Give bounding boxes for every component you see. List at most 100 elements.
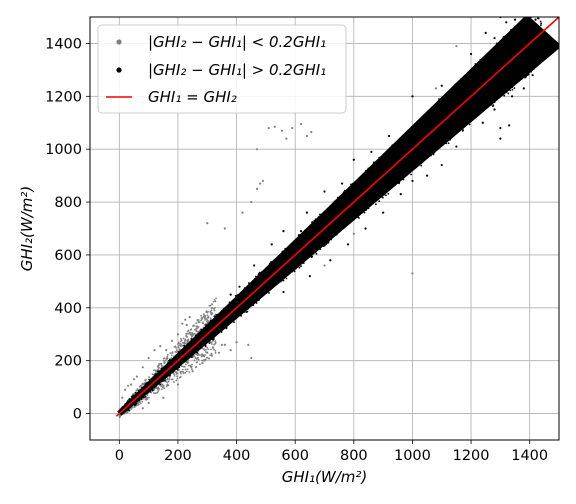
data-point-outside (300, 240, 303, 243)
data-point-outside (375, 198, 377, 200)
data-point-outside (211, 338, 214, 341)
data-point-outside (237, 299, 240, 301)
data-point-outside (440, 110, 443, 113)
data-point-outside (367, 207, 370, 210)
data-point-within (124, 388, 127, 391)
data-point-outside (254, 293, 256, 296)
data-point-outside (494, 52, 497, 55)
data-point-within (212, 346, 215, 349)
data-point-outside (467, 73, 470, 76)
data-point-outside (169, 360, 172, 362)
data-point-outside (501, 82, 504, 85)
data-point-outside (340, 182, 344, 185)
data-point-outside (447, 139, 450, 142)
data-point-outside (304, 257, 307, 259)
data-point-outside (150, 379, 153, 382)
data-point-outside (124, 409, 127, 411)
data-point-outside (443, 107, 446, 110)
data-point-outside (206, 341, 208, 344)
data-point-outside (396, 149, 398, 152)
data-point-outside (263, 271, 266, 274)
data-point-outside (530, 61, 533, 64)
data-point-within (352, 232, 355, 235)
data-point-within (177, 342, 180, 345)
data-point-outside (411, 140, 413, 143)
data-point-outside (323, 213, 326, 216)
data-point-outside (482, 71, 485, 74)
data-point-outside (271, 260, 274, 263)
data-point-outside (482, 69, 485, 71)
data-point-outside (336, 201, 339, 204)
data-point-outside (249, 288, 252, 291)
data-point-within (184, 342, 187, 345)
data-point-outside (378, 156, 381, 159)
data-point-outside (493, 63, 496, 66)
data-point-outside (386, 162, 389, 165)
data-point-within (121, 396, 124, 399)
data-point-outside (209, 324, 211, 327)
data-point-outside (329, 232, 331, 235)
data-point-outside (385, 150, 388, 153)
data-point-outside (394, 179, 397, 182)
data-point-outside (295, 267, 298, 269)
data-point-outside (503, 48, 506, 51)
data-point-within (153, 349, 156, 352)
data-point-within (179, 376, 182, 378)
data-point-outside (316, 226, 319, 229)
data-point-outside (215, 321, 218, 324)
data-point-outside (252, 302, 255, 305)
data-point-outside (210, 321, 213, 324)
data-point-outside (168, 359, 170, 362)
data-point-outside (528, 69, 530, 72)
data-point-within (178, 369, 180, 371)
data-point-outside (290, 248, 293, 251)
data-point-outside (308, 274, 311, 278)
data-point-outside (257, 276, 259, 278)
data-point-outside (257, 296, 260, 298)
data-point-outside (462, 123, 465, 126)
data-point-within (206, 351, 209, 354)
data-point-outside (464, 78, 467, 81)
data-point-outside (472, 78, 475, 81)
data-point-outside (159, 383, 162, 386)
data-point-outside (333, 200, 336, 203)
data-point-outside (316, 237, 319, 240)
data-point-outside (502, 80, 504, 82)
data-point-outside (375, 187, 378, 189)
data-point-within (174, 371, 177, 373)
data-point-outside (509, 89, 512, 92)
data-point-within (173, 374, 176, 377)
data-point-within (204, 314, 207, 317)
data-point-outside (345, 203, 348, 206)
data-point-within (206, 314, 209, 317)
data-point-outside (489, 56, 492, 59)
data-point-outside (305, 211, 309, 214)
data-point-within (186, 368, 189, 371)
data-point-outside (290, 260, 293, 263)
data-point-outside (220, 325, 223, 328)
data-point-outside (147, 382, 150, 385)
data-point-outside (300, 236, 303, 238)
data-point-outside (527, 13, 529, 15)
data-point-outside (424, 157, 427, 160)
data-point-outside (158, 370, 160, 372)
data-point-outside (160, 376, 163, 379)
data-point-within (181, 344, 184, 347)
data-point-outside (321, 232, 323, 235)
data-point-outside (522, 87, 525, 90)
data-point-outside (283, 273, 286, 276)
data-point-outside (360, 179, 363, 182)
data-point-within (267, 126, 270, 130)
data-point-within (189, 364, 192, 367)
data-point-outside (376, 166, 378, 169)
data-point-outside (532, 63, 534, 65)
data-point-outside (365, 209, 368, 211)
data-point-outside (216, 313, 219, 316)
data-point-outside (332, 211, 334, 214)
data-point-outside (131, 395, 134, 398)
data-point-outside (250, 303, 252, 306)
data-point-outside (498, 49, 501, 52)
data-point-within (214, 352, 217, 354)
data-point-outside (396, 171, 399, 173)
data-point-within (184, 339, 187, 342)
